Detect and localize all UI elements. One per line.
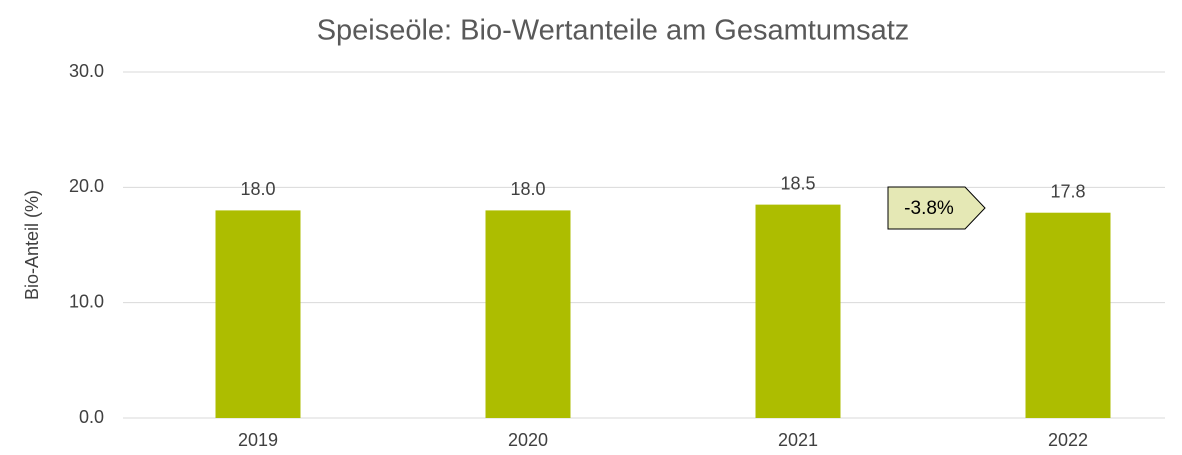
x-tick-label: 2020: [508, 430, 548, 450]
x-tick-label: 2019: [238, 430, 278, 450]
y-tick-label: 0.0: [79, 407, 104, 427]
bar: [215, 210, 301, 418]
chart-title: Speiseöle: Bio-Wertanteile am Gesamtumsa…: [317, 15, 910, 47]
x-tick-label: 2021: [778, 430, 818, 450]
bar: [485, 210, 571, 418]
y-axis-label: Bio-Anteil (%): [22, 190, 42, 300]
data-label: 17.8: [1050, 181, 1085, 201]
data-label: 18.0: [240, 179, 275, 199]
annotation: -3.8%: [904, 198, 954, 219]
data-label: 18.5: [780, 173, 815, 193]
y-tick-label: 20.0: [69, 176, 104, 196]
annotation-box: [887, 186, 986, 230]
x-tick-label: 2022: [1048, 430, 1088, 450]
y-tick-label: 10.0: [69, 291, 104, 311]
bar: [1025, 212, 1111, 418]
y-tick-label: 30.0: [69, 61, 104, 81]
bar: [755, 204, 841, 418]
data-label: 18.0: [510, 179, 545, 199]
